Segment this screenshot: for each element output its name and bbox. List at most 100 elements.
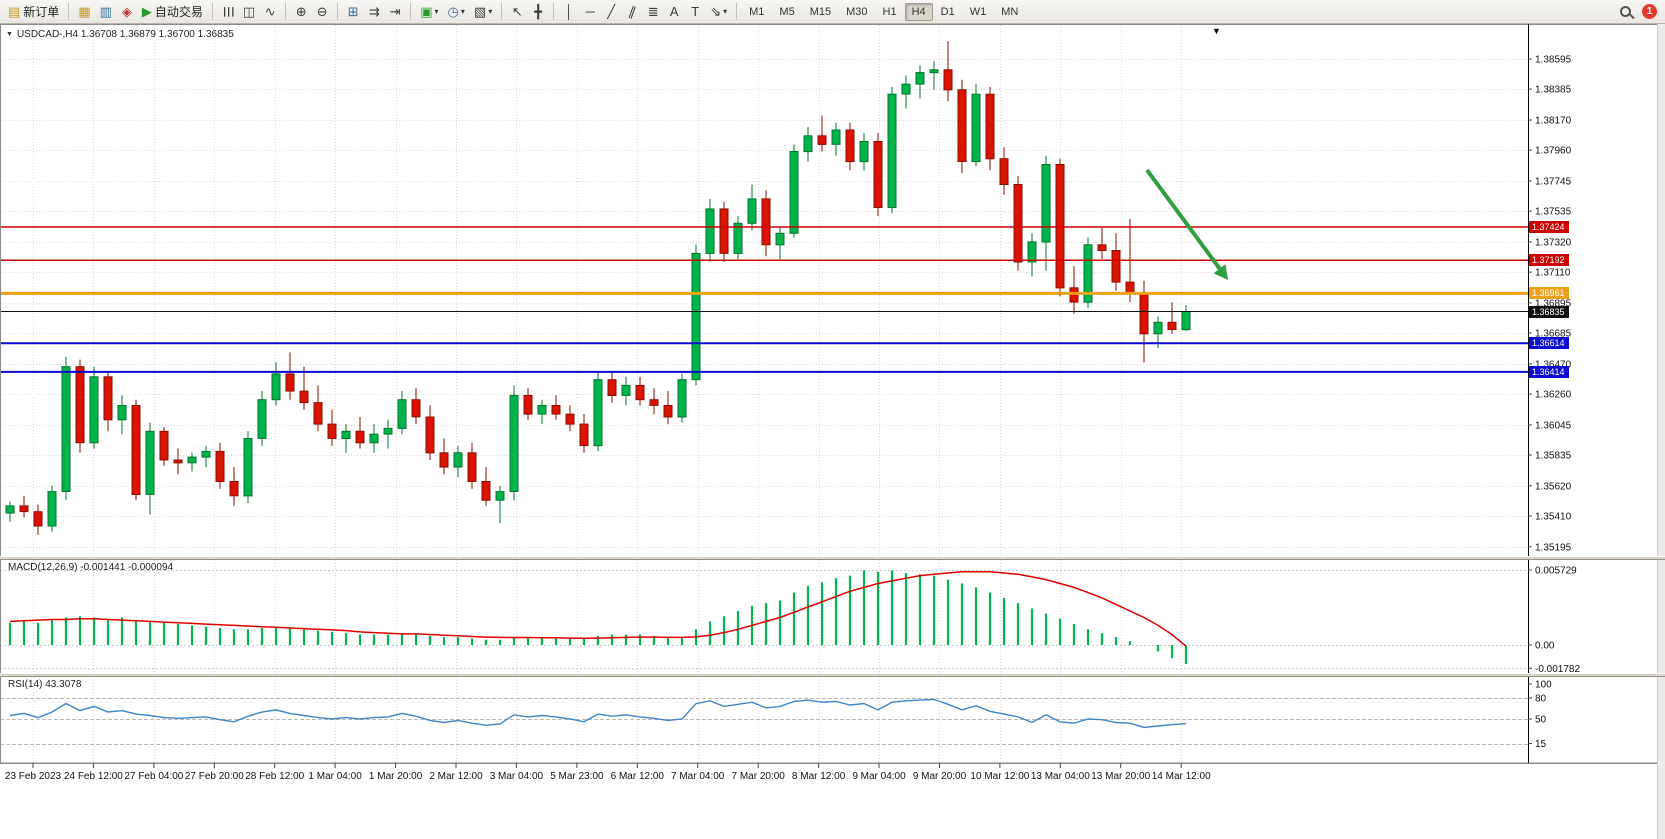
notification-badge[interactable]: 1 <box>1642 4 1657 19</box>
support-line-2-price-tag[interactable]: 1.36414 <box>1529 366 1569 378</box>
candle <box>285 352 295 400</box>
cursor-button[interactable]: ↖ <box>507 2 527 22</box>
price-tick-label: 1.36685 <box>1535 329 1572 340</box>
new-order-icon: ▤ <box>8 3 21 19</box>
crosshair-button[interactable]: ╋ <box>528 2 548 22</box>
candle <box>5 501 15 522</box>
candle <box>327 409 337 446</box>
candle <box>635 376 645 406</box>
price-tick-label: 1.35195 <box>1535 542 1572 553</box>
window-scrollbar[interactable] <box>1657 24 1665 839</box>
macd-plot <box>0 570 1528 669</box>
panel-splitter[interactable] <box>0 673 1665 677</box>
price-axis[interactable] <box>1528 24 1657 763</box>
candle <box>537 399 547 425</box>
candle <box>915 65 925 99</box>
timeframe-m5-button[interactable]: M5 <box>779 5 795 18</box>
chart-shift-button[interactable]: ⇥ <box>385 2 405 22</box>
horizontal-lines[interactable] <box>0 226 1528 373</box>
line-chart-button[interactable]: ∿ <box>260 2 280 22</box>
market-watch-button[interactable]: ▦ <box>74 2 94 22</box>
candle <box>831 122 841 156</box>
trendline-button[interactable]: ╱ <box>601 2 621 22</box>
zoom-out-button[interactable]: ⊖ <box>312 2 332 22</box>
templates-menu-icon: ▧ <box>473 3 487 19</box>
timeframe-m30-button[interactable]: M30 <box>846 5 868 18</box>
candle <box>663 391 673 425</box>
horizontal-line-icon: ─ <box>585 4 595 19</box>
channel-button[interactable]: ∥ <box>622 2 642 22</box>
chart-menu-icon[interactable]: ▼ <box>6 31 13 38</box>
time-axis[interactable] <box>0 763 1528 790</box>
time-tick-label: 14 Mar 12:00 <box>1152 771 1211 782</box>
timeframe-w1-button[interactable]: W1 <box>969 5 987 18</box>
auto-scroll-button[interactable]: ⇉ <box>364 2 384 22</box>
navigator-icon: ◈ <box>121 3 132 19</box>
bar-chart-button[interactable]: ☰ <box>218 2 238 22</box>
time-tick-label: 27 Feb 20:00 <box>185 771 244 782</box>
arrows-menu-button[interactable]: ⇘ ▾ <box>706 2 731 22</box>
label-tool-button[interactable]: T <box>685 2 705 22</box>
candle <box>775 227 785 260</box>
auto-trading-button[interactable]: ▶ 自动交易 <box>138 2 207 22</box>
panel-splitter[interactable] <box>0 556 1665 560</box>
candle <box>481 467 491 506</box>
macd-label: MACD(12,26,9) -0.001441 -0.000094 <box>8 562 174 573</box>
time-tick-label: 13 Mar 20:00 <box>1091 771 1150 782</box>
templates-menu-button[interactable]: ▧ ▾ <box>470 2 496 22</box>
candlestick-chart-button[interactable]: ◫ <box>239 2 259 22</box>
candle <box>999 147 1009 195</box>
price-tick-label: 1.37110 <box>1535 268 1571 279</box>
search-button[interactable] <box>1616 2 1641 22</box>
periods-menu-button[interactable]: ◷ ▾ <box>444 2 469 22</box>
resistance-line-2-price-tag[interactable]: 1.37192 <box>1529 254 1569 266</box>
new-order-button[interactable]: ▤ 新订单 <box>4 2 63 22</box>
horizontal-line-button[interactable]: ─ <box>580 2 600 22</box>
bid-price-line-price-tag[interactable]: 1.36835 <box>1529 306 1569 318</box>
support-line-1-price-tag[interactable]: 1.36614 <box>1529 337 1569 349</box>
data-window-button[interactable]: ▥ <box>96 2 116 22</box>
candle <box>901 75 911 109</box>
candle <box>733 216 743 260</box>
price-tick-label: 1.37960 <box>1535 146 1572 157</box>
scroll-anchor-icon[interactable]: ▼ <box>1212 26 1221 36</box>
time-tick-label: 3 Mar 04:00 <box>490 771 544 782</box>
timeframe-m1-button[interactable]: M1 <box>749 5 765 18</box>
periods-menu-icon: ◷ <box>447 3 459 19</box>
candle <box>33 504 43 535</box>
candle <box>1097 227 1107 260</box>
resistance-line-1-price-tag[interactable]: 1.37424 <box>1529 221 1569 233</box>
tile-windows-button[interactable]: ⊞ <box>343 2 363 22</box>
text-tool-button[interactable]: A <box>664 2 684 22</box>
timeframe-mn-button[interactable]: MN <box>1001 5 1019 18</box>
candle <box>761 190 771 257</box>
rsi-tick-label: 15 <box>1535 739 1547 750</box>
candle <box>467 442 477 489</box>
candlestick-series <box>5 41 1191 535</box>
text-tool-icon: A <box>669 4 679 19</box>
label-tool-icon: T <box>691 4 700 19</box>
fibonacci-button[interactable]: ≣ <box>643 2 663 22</box>
rsi-tick-label: 80 <box>1535 694 1547 705</box>
timeframe-h4-button[interactable]: H4 <box>904 2 933 21</box>
timeframe-h1-button[interactable]: H1 <box>882 5 897 18</box>
time-tick-label: 27 Feb 04:00 <box>124 771 183 782</box>
candle <box>495 485 505 524</box>
candle <box>159 427 169 466</box>
navigator-button[interactable]: ◈ <box>117 2 137 22</box>
toolbar-separator <box>410 3 412 20</box>
timeframe-d1-button[interactable]: D1 <box>940 5 955 18</box>
candle <box>607 371 617 403</box>
candle <box>215 442 225 489</box>
vertical-line-button[interactable]: │ <box>559 2 579 22</box>
time-tick-label: 10 Mar 12:00 <box>970 771 1029 782</box>
zoom-in-button[interactable]: ⊕ <box>291 2 311 22</box>
trend-arrow[interactable] <box>1145 168 1228 280</box>
time-tick-label: 9 Mar 04:00 <box>852 771 906 782</box>
new-chart-button[interactable]: ▣ ▾ <box>416 2 442 22</box>
price-tick-label: 1.38595 <box>1535 55 1572 66</box>
pivot-line-price-tag[interactable]: 1.36961 <box>1529 287 1569 299</box>
timeframe-m15-button[interactable]: M15 <box>809 5 832 18</box>
rsi-tick-label: 100 <box>1535 680 1552 691</box>
